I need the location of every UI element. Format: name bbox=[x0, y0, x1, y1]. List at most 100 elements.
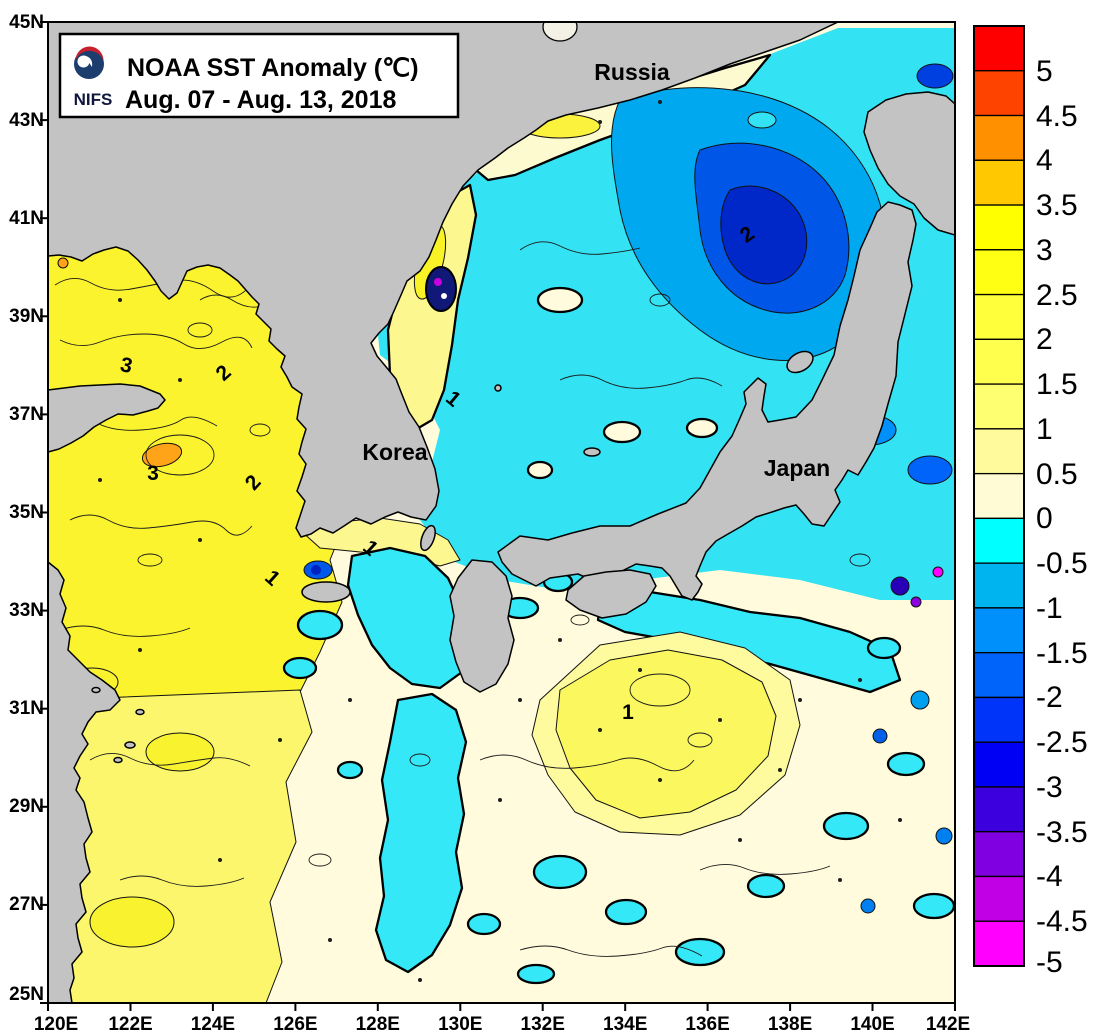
colorbar-cell bbox=[973, 428, 1025, 475]
contour-ring bbox=[308, 853, 332, 867]
contour-line bbox=[559, 374, 723, 389]
colorbar-cell bbox=[973, 472, 1025, 520]
contour-line bbox=[519, 241, 641, 255]
lat-axis-labels: 45N 43N 41N 39N 37N 35N 33N 31N 29N 27N … bbox=[9, 12, 44, 1005]
colorbar-tick-label: 2 bbox=[1036, 323, 1053, 356]
white-fleck bbox=[441, 293, 447, 299]
colorbar-cell bbox=[973, 293, 1025, 340]
colorbar-cell bbox=[973, 607, 1025, 654]
colorbar-tick-label: 1 bbox=[1036, 413, 1053, 446]
colorbar-tick-label: 4 bbox=[1036, 144, 1053, 177]
map-canvas bbox=[48, 22, 955, 1003]
contour-line bbox=[479, 754, 695, 772]
label-korea: Korea bbox=[362, 439, 427, 465]
colorbar-tick-label: 0 bbox=[1036, 502, 1053, 535]
contour-line bbox=[199, 294, 263, 308]
cyan-patch bbox=[674, 937, 726, 967]
contour-line bbox=[699, 864, 831, 875]
colorbar-cell bbox=[973, 114, 1025, 161]
colorbar-cell bbox=[973, 517, 1025, 564]
deep-blue-spot bbox=[916, 63, 954, 89]
colorbar-cell bbox=[973, 786, 1025, 833]
blue-spot bbox=[935, 827, 953, 845]
colorbar-tick-label: -5 bbox=[1036, 946, 1063, 979]
colorbar-cell bbox=[973, 696, 1025, 743]
lon-axis-labels: 120E 122E 124E 126E 128E 130E 132E 134E … bbox=[34, 1014, 970, 1035]
lon-label: 140E bbox=[850, 1014, 894, 1035]
blue-spot bbox=[910, 690, 930, 710]
title-box: NIFS NOAA SST Anomaly (℃) Aug. 07 - Aug.… bbox=[58, 32, 460, 119]
lat-label: 39N bbox=[9, 306, 44, 327]
map-date-range: Aug. 07 - Aug. 13, 2018 bbox=[125, 86, 396, 114]
cyan-patch bbox=[886, 751, 926, 777]
cyan-patch bbox=[466, 912, 502, 936]
contour-ring bbox=[649, 293, 671, 307]
colorbar-tick-label: 0.5 bbox=[1036, 458, 1078, 491]
land-hokkaido bbox=[863, 91, 955, 236]
cyan-patch bbox=[866, 636, 902, 660]
dark-cold-spot bbox=[425, 266, 457, 312]
colorbar-tick-label: 5 bbox=[1036, 55, 1053, 88]
colorbar-cell bbox=[973, 920, 1025, 967]
contour-line bbox=[519, 945, 703, 957]
contour-line bbox=[89, 753, 251, 767]
colorbar-tick-label: 3.5 bbox=[1036, 189, 1078, 222]
lat-label: 43N bbox=[9, 110, 44, 131]
cyan-patch bbox=[532, 854, 588, 890]
contour-line bbox=[59, 333, 253, 349]
lon-label: 120E bbox=[34, 1014, 78, 1035]
colorbar-cell bbox=[973, 875, 1025, 922]
dark-blue-spot bbox=[890, 576, 910, 596]
colorbar-tick-label: -4.5 bbox=[1036, 905, 1088, 938]
land-tsushima-island bbox=[420, 524, 436, 552]
cyan-patch bbox=[282, 656, 318, 680]
contour-value-label: 1 bbox=[622, 701, 634, 724]
colorbar-cell bbox=[973, 338, 1025, 385]
south-cool-band bbox=[374, 692, 468, 974]
lat-label: 29N bbox=[9, 796, 44, 817]
contour-line bbox=[59, 625, 191, 637]
orange-dot bbox=[57, 257, 69, 269]
lon-label: 128E bbox=[356, 1014, 400, 1035]
contour-line bbox=[69, 514, 253, 536]
deep-blue-core bbox=[311, 565, 321, 575]
cyan-patch bbox=[604, 898, 648, 926]
contour-line bbox=[119, 875, 245, 887]
land-jeju-island bbox=[301, 581, 351, 603]
cold-pool-core bbox=[720, 185, 808, 285]
colorbar-tick-label: 1.5 bbox=[1036, 368, 1078, 401]
colorbar-cell bbox=[973, 831, 1025, 878]
land-oki-islands bbox=[583, 447, 601, 457]
yellow-patch bbox=[89, 896, 175, 948]
colorbar-cell bbox=[973, 70, 1025, 117]
contour-ring bbox=[145, 434, 215, 476]
colorbar-tick-label: -1 bbox=[1036, 592, 1063, 625]
cyan-patch bbox=[746, 873, 786, 899]
label-japan: Japan bbox=[764, 455, 830, 481]
land-honshu bbox=[497, 201, 917, 601]
land-mainland-asia bbox=[48, 22, 839, 538]
lat-label: 25N bbox=[9, 984, 44, 1005]
map-title: NOAA SST Anomaly (℃) bbox=[127, 54, 419, 82]
land-shikoku bbox=[565, 569, 657, 619]
yellow-patch bbox=[145, 732, 215, 772]
colorbar-tick-label: -2.5 bbox=[1036, 726, 1088, 759]
contour-ring bbox=[687, 732, 713, 748]
cyan-patch bbox=[822, 811, 870, 841]
colorbar-tick-label: 4.5 bbox=[1036, 100, 1078, 133]
colorbar-cell bbox=[973, 383, 1025, 430]
lat-ticks bbox=[40, 21, 48, 1004]
contour-ring bbox=[629, 673, 691, 707]
lake-khanka bbox=[542, 22, 578, 42]
cyan-patch bbox=[747, 111, 777, 129]
nifs-logo-red-crescent bbox=[75, 46, 104, 61]
lon-label: 126E bbox=[273, 1014, 317, 1035]
cream-patch bbox=[536, 286, 584, 314]
cream-patch bbox=[526, 460, 554, 480]
lon-label: 136E bbox=[685, 1014, 729, 1035]
cream-patch bbox=[685, 417, 719, 439]
lat-label: 41N bbox=[9, 208, 44, 229]
lat-label: 45N bbox=[9, 12, 44, 33]
title-box-frame bbox=[58, 32, 460, 119]
lon-label: 132E bbox=[521, 1014, 565, 1035]
